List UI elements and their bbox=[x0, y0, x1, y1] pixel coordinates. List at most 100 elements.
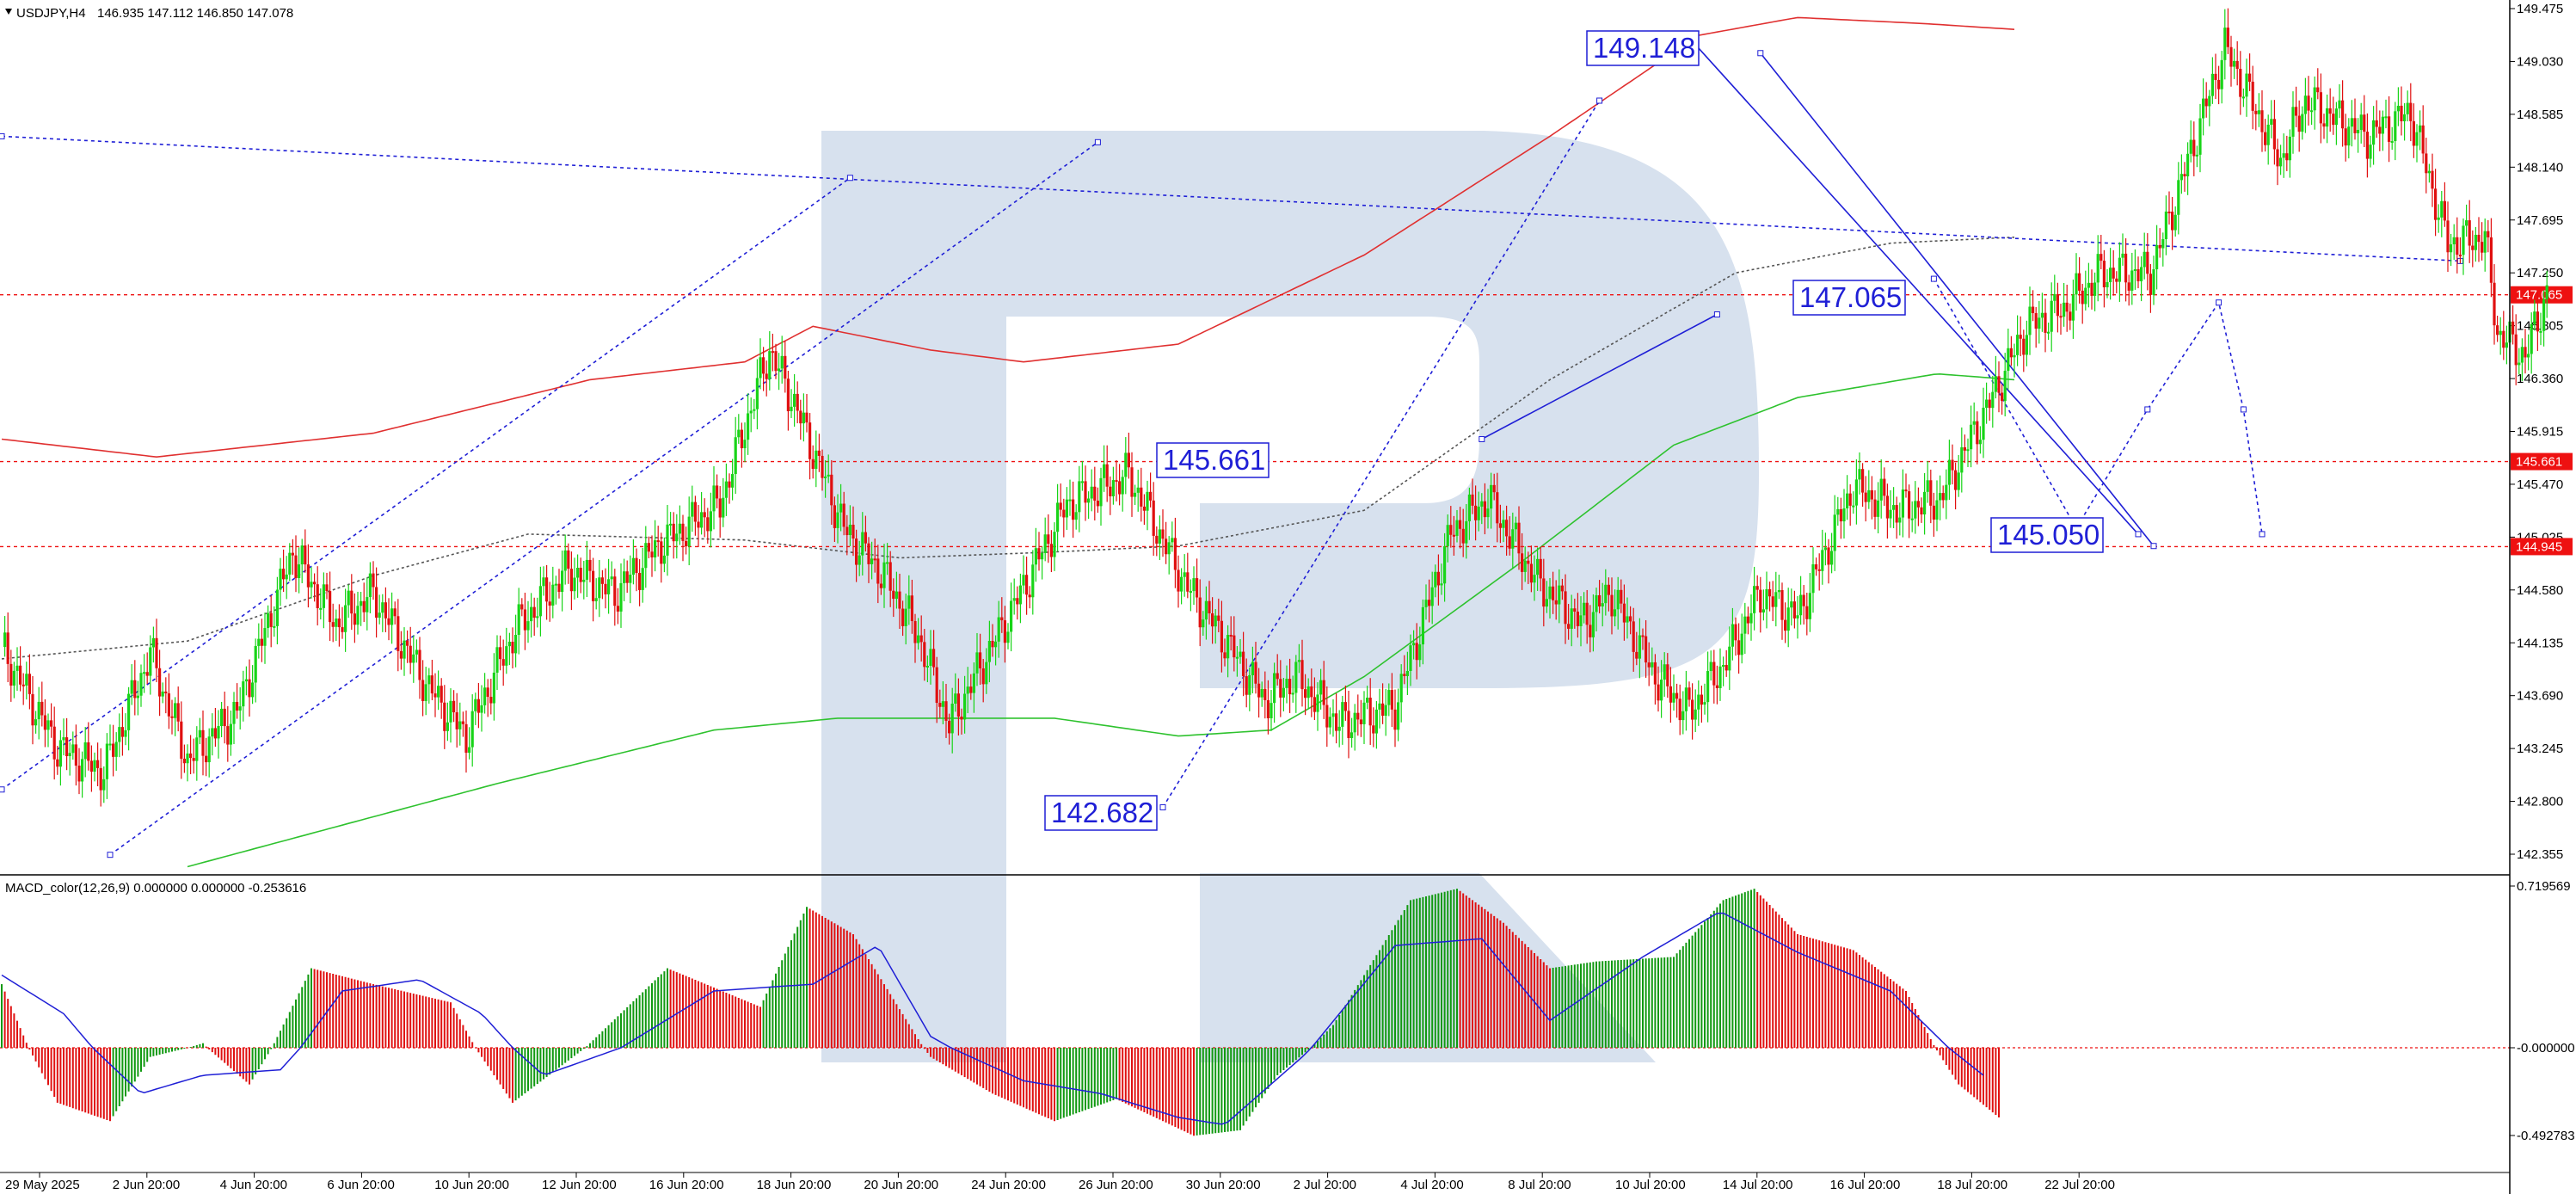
candle-body bbox=[2372, 120, 2376, 145]
candle-body bbox=[353, 613, 356, 625]
time-tick-label: 18 Jun 20:00 bbox=[757, 1178, 832, 1192]
dropdown-icon[interactable] bbox=[5, 9, 12, 15]
candle-body bbox=[433, 693, 437, 698]
candle-body bbox=[1675, 692, 1679, 699]
candle-body bbox=[288, 552, 292, 575]
price-tick-label: 142.355 bbox=[2517, 847, 2563, 862]
candle-body bbox=[709, 511, 712, 532]
trend-anchor bbox=[0, 786, 5, 793]
candle-body bbox=[1802, 594, 1805, 606]
candle-body bbox=[2032, 306, 2035, 314]
candle-body bbox=[2313, 87, 2316, 111]
price-annotations: 149.148 147.065 145.661 145.050 142.682 bbox=[1044, 30, 2104, 831]
candle-body bbox=[1390, 690, 1393, 710]
candle-body bbox=[2353, 118, 2357, 133]
candle-body bbox=[1381, 703, 1385, 717]
candle-body bbox=[1681, 711, 1685, 721]
candle-body bbox=[347, 590, 350, 606]
candle-body bbox=[1149, 491, 1153, 501]
candle-body bbox=[1700, 694, 1703, 705]
candle-body bbox=[390, 608, 394, 625]
candle-body bbox=[505, 646, 508, 666]
candle-body bbox=[2136, 268, 2140, 281]
candle-body bbox=[1614, 609, 1617, 617]
projection-anchor bbox=[2240, 406, 2247, 413]
candle-body bbox=[1465, 520, 1468, 544]
candle-body bbox=[1121, 477, 1124, 495]
candle-body bbox=[52, 726, 56, 760]
candle-body bbox=[654, 540, 657, 558]
level-tag bbox=[2511, 286, 2573, 304]
candle-body bbox=[2319, 92, 2322, 124]
candle-body bbox=[1356, 712, 1360, 720]
candle-body bbox=[573, 577, 576, 592]
candle-body bbox=[886, 562, 889, 564]
candle-body bbox=[1118, 481, 1122, 495]
candle-body bbox=[507, 642, 511, 647]
candle-body bbox=[1397, 702, 1400, 730]
candle-body bbox=[418, 649, 421, 680]
candle-body bbox=[1595, 594, 1598, 612]
candle-body bbox=[1552, 586, 1555, 600]
candle-body bbox=[174, 703, 177, 718]
candle-body bbox=[762, 357, 765, 374]
candle-body bbox=[37, 701, 40, 720]
candle-body bbox=[873, 558, 876, 561]
candle-body bbox=[1988, 399, 1991, 409]
candle-body bbox=[1583, 602, 1586, 616]
candle-body bbox=[19, 665, 22, 685]
candle-body bbox=[127, 693, 131, 730]
price-tick-label: 144.135 bbox=[2517, 636, 2563, 650]
candle-body bbox=[1883, 478, 1886, 496]
candle-body bbox=[870, 558, 874, 564]
candle-body bbox=[310, 582, 313, 588]
candle-body bbox=[87, 742, 90, 761]
candle-body bbox=[722, 497, 725, 518]
candle-body bbox=[771, 351, 774, 354]
candle-body bbox=[1622, 603, 1626, 623]
candle-body bbox=[1343, 702, 1347, 711]
candle-body bbox=[1790, 601, 1793, 608]
candle-body bbox=[1430, 587, 1434, 606]
candle-body bbox=[861, 532, 864, 556]
trend-line-dotted bbox=[1, 135, 2461, 262]
candle-body bbox=[2254, 110, 2258, 114]
candle-body bbox=[734, 437, 737, 475]
candle-body bbox=[1666, 664, 1669, 686]
candle-body bbox=[610, 576, 613, 580]
candle-body bbox=[492, 672, 495, 704]
candle-body bbox=[1502, 520, 1505, 528]
candle-body bbox=[1047, 534, 1050, 545]
candle-body bbox=[2341, 100, 2345, 129]
candle-body bbox=[1529, 563, 1533, 583]
candle-body bbox=[954, 693, 957, 704]
candle-body bbox=[2202, 98, 2205, 119]
candle-body bbox=[2297, 115, 2301, 132]
candle-body bbox=[2403, 114, 2407, 121]
candle-body bbox=[972, 673, 975, 693]
candle-body bbox=[542, 577, 545, 587]
candle-body bbox=[1099, 477, 1103, 507]
candle-body bbox=[1706, 671, 1710, 703]
candle-body bbox=[2291, 107, 2295, 137]
candle-body bbox=[685, 540, 688, 547]
candle-body bbox=[68, 753, 71, 756]
candle-body bbox=[251, 682, 255, 698]
candle-body bbox=[1319, 680, 1323, 695]
price-annotation-label: 149.148 bbox=[1593, 32, 1695, 64]
candle-body bbox=[501, 659, 505, 666]
macd-label: MACD_color(12,26,9) 0.000000 0.000000 -0… bbox=[5, 881, 306, 896]
candle-body bbox=[102, 779, 106, 791]
candle-body bbox=[1947, 459, 1951, 485]
candle-body bbox=[415, 649, 418, 655]
candle-body bbox=[517, 604, 520, 636]
candle-body bbox=[1910, 518, 1914, 520]
candle-body bbox=[1836, 508, 1840, 515]
candle-body bbox=[2359, 114, 2363, 131]
macd-tick-label: 0.719569 bbox=[2517, 879, 2571, 894]
candle-body bbox=[631, 557, 635, 575]
time-tick-label: 10 Jun 20:00 bbox=[434, 1178, 509, 1192]
candle-body bbox=[2214, 73, 2217, 80]
candle-body bbox=[1632, 621, 1635, 652]
candle-body bbox=[1616, 589, 1620, 610]
